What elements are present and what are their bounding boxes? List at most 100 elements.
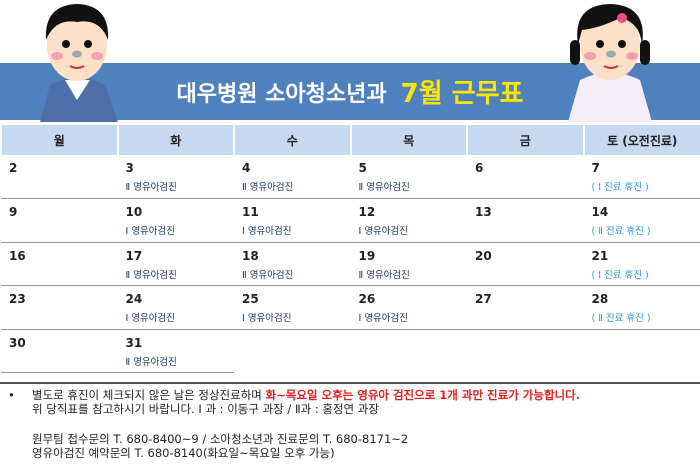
boy-cartoon-icon <box>40 4 118 122</box>
day-cell: 7 ( Ⅰ 진료 휴진 ) <box>583 155 700 199</box>
weekday-header: 월 <box>0 125 118 155</box>
closure-note: ( Ⅱ 진료 휴진 ) <box>591 226 651 237</box>
day-number: 4 <box>242 161 251 175</box>
checkup-note: Ⅰ 영유아검진 <box>242 226 292 237</box>
day-cell <box>234 329 351 373</box>
checkup-note: Ⅱ 영유아검진 <box>358 269 410 281</box>
week-row: 9 10 Ⅰ 영유아검진 11 Ⅰ 영유아검진 12 Ⅰ 영유아검진 13 14 ( Ⅱ 진료 휴… <box>1 198 700 243</box>
bullet: • <box>8 388 15 402</box>
day-number: 10 <box>125 205 143 219</box>
doctor-info: 위 당직표를 참고하시기 바랍니다. Ⅰ 과 : 이동구 과장 / Ⅱ과 : 홍… <box>32 402 379 416</box>
day-cell: 24 Ⅰ 영유아검진 <box>117 285 234 330</box>
day-number: 28 <box>591 292 609 306</box>
day-cell: 14 ( Ⅱ 진료 휴진 ) <box>583 198 700 243</box>
day-cell: 10 Ⅰ 영유아검진 <box>117 198 234 243</box>
checkup-note: Ⅰ 영유아검진 <box>242 313 292 324</box>
checkup-note: Ⅰ 영유아검진 <box>125 226 176 237</box>
notice-text: 별도로 휴진이 체크되지 않은 날은 정상진료하며 <box>32 388 266 402</box>
day-cell: 12 Ⅰ 영유아검진 <box>350 198 467 243</box>
checkup-note: Ⅱ 영유아검진 <box>358 182 410 193</box>
day-number <box>592 336 693 354</box>
day-cell: 2 <box>1 155 118 199</box>
day-cell: 28 ( Ⅱ 진료 휴진 ) <box>583 285 700 330</box>
checkup-note: Ⅰ 영유아검진 <box>358 313 409 324</box>
day-number: 19 <box>358 248 376 263</box>
title-main: 대우병원 소아청소년과 <box>176 81 387 107</box>
day-number: 26 <box>358 292 376 306</box>
day-number: 27 <box>475 292 492 306</box>
day-cell: 20 <box>467 242 584 286</box>
day-number: 23 <box>9 292 26 306</box>
day-number <box>242 336 343 354</box>
day-number: 5 <box>358 161 367 175</box>
day-number: 31 <box>125 335 143 350</box>
day-cell: 18 Ⅱ 영유아검진 <box>234 242 351 286</box>
notice-highlight: 화~목요일 오후는 영유아 검진으로 1개 과만 진료가 가능합니다. <box>265 388 581 402</box>
day-cell: 6 <box>467 155 584 199</box>
day-cell: 25 Ⅰ 영유아검진 <box>234 285 351 330</box>
day-number: 11 <box>242 205 259 219</box>
day-cell: 19 Ⅱ 영유아검진 <box>350 242 467 286</box>
day-cell <box>584 329 700 373</box>
day-number: 13 <box>475 205 492 219</box>
weekday-header: 토 (오전진료) <box>582 125 700 155</box>
checkup-phone: 영유아검진 예약문의 T. 680-8140(화요일~목요일 오후 가능) <box>32 446 335 460</box>
checkup-note: Ⅱ 영유아검진 <box>125 269 177 281</box>
checkup-note: Ⅱ 영유아검진 <box>125 182 177 193</box>
checkup-note: Ⅱ 영유아검진 <box>242 182 294 193</box>
weekday-header: 금 <box>466 125 584 155</box>
closure-note: ( Ⅱ 진료 휴진 ) <box>591 313 651 324</box>
weekday-header: 목 <box>349 125 467 155</box>
day-number: 14 <box>591 205 609 219</box>
checkup-note: Ⅱ 영유아검진 <box>242 269 294 281</box>
week-row: 16 17 Ⅱ 영유아검진 18 Ⅱ 영유아검진 19 Ⅱ 영유아검진 20 21 ( Ⅰ 진료 … <box>1 242 700 286</box>
day-number: 30 <box>9 335 26 350</box>
day-number: 2 <box>9 161 18 175</box>
page-title: 대우병원 소아청소년과 7월 근무표 <box>0 63 700 120</box>
contact-phone: 원무팀 접수문의 T. 680-8400~9 / 소아청소년과 진료문의 T. … <box>32 432 409 446</box>
day-cell: 27 <box>467 285 584 330</box>
day-number <box>359 336 460 354</box>
closure-note: ( Ⅰ 진료 휴진 ) <box>591 269 649 281</box>
day-cell: 31 Ⅱ 영유아검진 <box>117 329 234 373</box>
day-cell <box>467 329 584 373</box>
day-number: 25 <box>242 292 259 306</box>
day-number: 12 <box>358 205 376 219</box>
day-cell: 26 Ⅰ 영유아검진 <box>350 285 467 330</box>
title-accent: 7월 근무표 <box>400 79 524 109</box>
day-number: 9 <box>9 205 18 219</box>
footer-notes: • 별도로 휴진이 체크되지 않은 날은 정상진료하며 화~목요일 오후는 영유아… <box>8 388 580 460</box>
day-cell: 5 Ⅱ 영유아검진 <box>350 155 467 199</box>
checkup-note: Ⅰ 영유아검진 <box>358 226 409 237</box>
week-row: 23 24 Ⅰ 영유아검진 25 Ⅰ 영유아검진 26 Ⅰ 영유아검진 27 28 ( Ⅱ 진료 … <box>1 285 700 330</box>
day-number: 24 <box>125 292 143 306</box>
day-number: 7 <box>591 161 600 175</box>
weekday-header: 화 <box>116 125 234 155</box>
day-number: 21 <box>591 248 609 263</box>
day-cell: 11 Ⅰ 영유아검진 <box>234 198 351 243</box>
day-cell: 4 Ⅱ 영유아검진 <box>234 155 351 199</box>
day-number <box>475 336 576 354</box>
week-row: 2 3 Ⅱ 영유아검진 4 Ⅱ 영유아검진 5 Ⅱ 영유아검진 6 7 ( Ⅰ 진료 휴진 ) <box>1 155 700 199</box>
day-cell: 3 Ⅱ 영유아검진 <box>117 155 234 199</box>
divider <box>0 382 700 384</box>
closure-note: ( Ⅰ 진료 휴진 ) <box>591 182 649 193</box>
checkup-note: Ⅱ 영유아검진 <box>125 356 177 368</box>
day-number: 20 <box>475 248 492 263</box>
weekday-header: 수 <box>233 125 351 155</box>
day-cell: 16 <box>1 242 118 286</box>
day-cell: 13 <box>467 198 584 243</box>
day-cell: 9 <box>1 198 118 243</box>
girl-cartoon-icon <box>568 4 652 122</box>
day-number: 3 <box>125 161 134 175</box>
checkup-note: Ⅰ 영유아검진 <box>125 313 176 324</box>
week-row: 30 31 Ⅱ 영유아검진 <box>1 329 700 373</box>
day-cell: 23 <box>1 285 118 330</box>
day-number: 18 <box>242 248 259 263</box>
day-cell: 17 Ⅱ 영유아검진 <box>117 242 234 286</box>
day-cell: 21 ( Ⅰ 진료 휴진 ) <box>583 242 700 286</box>
day-number: 6 <box>475 161 484 175</box>
day-cell: 30 <box>1 329 118 373</box>
day-number: 17 <box>125 248 143 263</box>
